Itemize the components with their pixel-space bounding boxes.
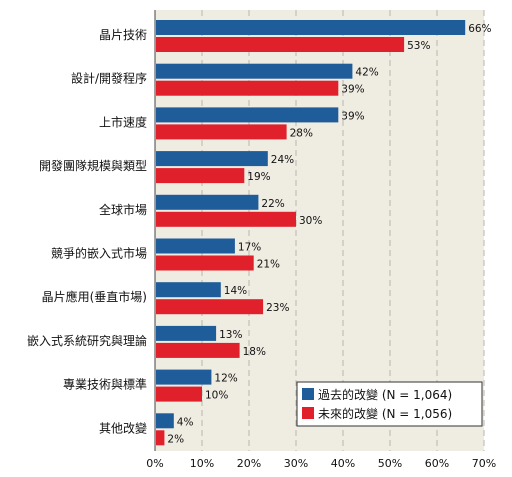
- data-label: 39%: [341, 110, 364, 122]
- x-tick-label: 70%: [472, 457, 496, 470]
- bar-future: [156, 342, 240, 358]
- axis: 0% 10% 20% 30% 40% 50% 60% 70%: [146, 10, 496, 470]
- bar-past: [156, 325, 217, 341]
- bar-future: [156, 255, 254, 271]
- legend: 過去的改變 (N = 1,064) 未來的改變 (N = 1,056): [296, 381, 483, 427]
- bar-future: [156, 211, 296, 227]
- category-label: 其他改變: [99, 420, 147, 435]
- category-label: 晶片應用(垂直市場): [42, 289, 147, 304]
- legend-box: [296, 381, 483, 427]
- x-tick-label: 60%: [425, 457, 449, 470]
- x-tick-label: 50%: [378, 457, 402, 470]
- bar-past: [156, 282, 221, 298]
- data-label: 21%: [257, 259, 280, 271]
- data-label: 22%: [261, 198, 284, 210]
- bar-past: [156, 413, 174, 429]
- data-label: 13%: [219, 329, 242, 341]
- bar-past: [156, 369, 212, 385]
- data-label: 17%: [238, 242, 261, 254]
- category-label: 開發團隊規模與類型: [39, 158, 147, 173]
- category-label: 嵌入式系統研究與理論: [27, 333, 147, 348]
- bar-past: [156, 20, 466, 35]
- bar-future: [156, 124, 287, 140]
- labels: 晶片技術 66% 53% 設計/開發程序 42% 39% 上市速度 39% 28% 開發團隊規模與…: [27, 23, 492, 445]
- data-label: 14%: [224, 285, 247, 297]
- bar-future: [156, 299, 264, 315]
- legend-label-future: 未來的改變 (N = 1,056): [318, 406, 452, 421]
- data-label: 18%: [243, 346, 266, 358]
- category-label: 專業技術與標準: [63, 377, 147, 392]
- category-label: 上市速度: [99, 114, 147, 129]
- data-label: 4%: [177, 416, 194, 428]
- data-label: 12%: [214, 373, 237, 385]
- legend-swatch-past: [302, 388, 314, 400]
- x-tick-label: 20%: [237, 457, 261, 470]
- data-label: 42%: [355, 67, 378, 79]
- x-tick-label: 30%: [284, 457, 308, 470]
- bar-future: [156, 386, 202, 402]
- bar-past: [156, 238, 235, 254]
- bars: [156, 20, 466, 446]
- bar-past: [156, 107, 339, 123]
- legend-swatch-future: [302, 407, 314, 419]
- data-label: 2%: [167, 433, 184, 445]
- category-label: 全球市場: [99, 202, 147, 217]
- data-label: 53%: [407, 40, 430, 52]
- x-tick-label: 10%: [190, 457, 214, 470]
- data-label: 28%: [290, 127, 313, 139]
- bar-future: [156, 168, 245, 184]
- data-label: 30%: [299, 215, 322, 227]
- data-label: 10%: [205, 390, 228, 402]
- bar-future: [156, 80, 339, 96]
- bar-past: [156, 63, 353, 79]
- bar-past: [156, 151, 268, 167]
- data-label: 66%: [468, 23, 491, 35]
- bar-future: [156, 430, 165, 446]
- data-label: 24%: [271, 154, 294, 166]
- x-tick-label: 0%: [146, 457, 163, 470]
- category-label: 晶片技術: [99, 28, 147, 42]
- data-label: 23%: [266, 302, 289, 314]
- bar-future: [156, 37, 405, 52]
- bar-past: [156, 194, 259, 210]
- legend-label-past: 過去的改變 (N = 1,064): [318, 387, 452, 402]
- category-label: 設計/開發程序: [71, 71, 147, 86]
- category-label: 競爭的嵌入式市場: [51, 246, 147, 261]
- x-tick-label: 40%: [331, 457, 355, 470]
- data-label: 39%: [341, 84, 364, 96]
- data-label: 19%: [247, 171, 270, 183]
